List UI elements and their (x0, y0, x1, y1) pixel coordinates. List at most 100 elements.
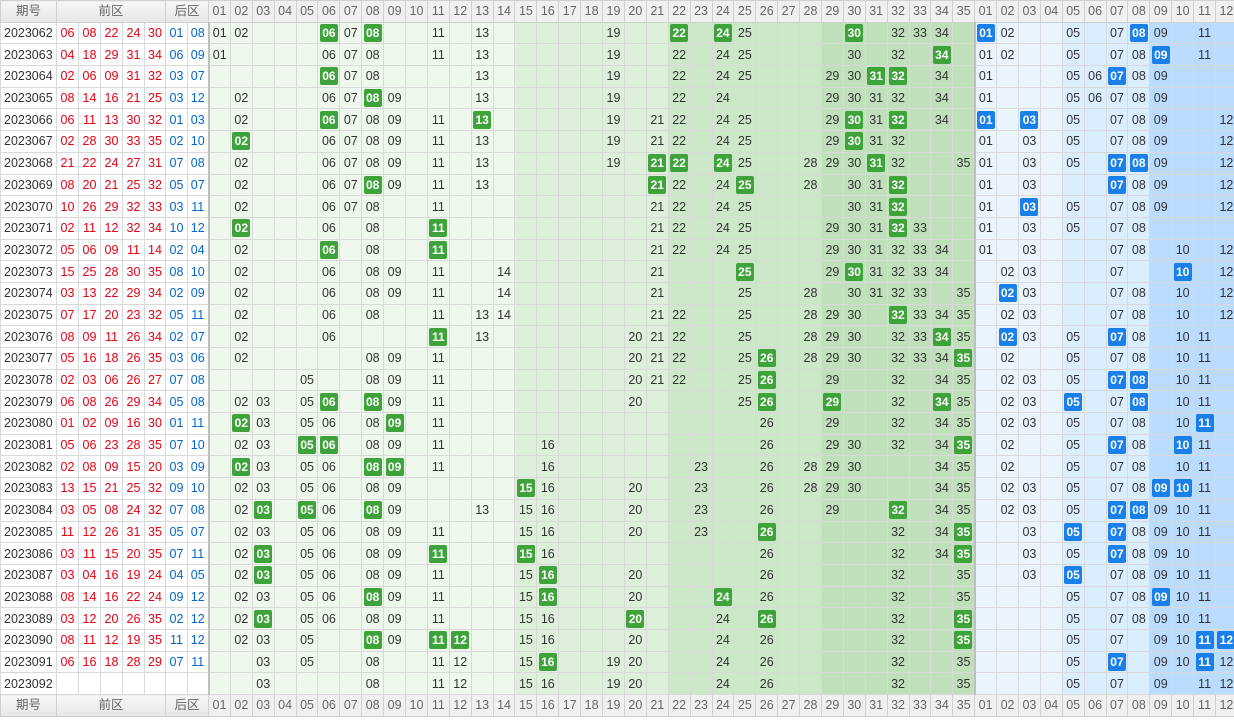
front-empty-cell (755, 281, 779, 305)
front-trend-cell: 29 (820, 65, 844, 88)
back-empty-cell (973, 477, 998, 500)
back-empty-cell (1214, 390, 1234, 414)
front-draw-number: 29 (122, 281, 145, 305)
back-hit-label: 05 (1064, 392, 1083, 411)
front-draw-number: 03 (78, 368, 101, 392)
back-draw-number: 07 (186, 173, 210, 197)
front-hit-label: 35 (954, 544, 973, 563)
front-draw-number: 20 (100, 607, 123, 630)
back-trend-cell: 12 (1214, 130, 1234, 153)
back-trend-cell: 11 (1193, 433, 1216, 457)
front-trend-cell: 11 (426, 607, 450, 630)
back-draw-number: 05 (186, 563, 210, 587)
front-draw-number: 28 (122, 433, 145, 457)
front-trend-cell: 01 (207, 43, 231, 67)
back-trend-cell: 11 (1193, 390, 1216, 414)
front-empty-cell (842, 520, 866, 544)
back-empty-cell (996, 607, 1019, 630)
front-draw-number: 29 (144, 650, 166, 674)
front-empty-cell (908, 390, 932, 414)
front-draw-number: 08 (78, 390, 101, 414)
front-empty-cell (864, 433, 888, 457)
front-draw-number: 02 (56, 65, 79, 88)
front-trend-cell: 06 (317, 563, 341, 587)
front-hit-label: 35 (954, 631, 973, 650)
front-empty-cell (645, 21, 669, 45)
front-trend-cell: 09 (383, 260, 407, 283)
front-empty-cell (689, 108, 713, 132)
front-empty-cell (755, 303, 779, 327)
back-empty-cell (1149, 347, 1173, 370)
front-empty-cell (580, 21, 604, 45)
front-empty-cell (799, 130, 822, 153)
front-col-08: 08 (361, 0, 385, 23)
front-empty-cell (645, 86, 669, 110)
front-draw-number: 27 (144, 368, 166, 392)
front-empty-cell (842, 563, 866, 587)
front-empty-cell (908, 151, 932, 175)
front-empty-cell (777, 108, 801, 132)
front-empty-cell (317, 650, 341, 674)
front-empty-cell (229, 672, 253, 695)
front-hit-ball: 11 (426, 542, 450, 565)
front-empty-cell (448, 303, 472, 327)
table-row: 2023072 05 06 09 11 14 02 04 02 06 08 11 21 22 24 25 29 3… (0, 238, 1234, 262)
back-trend-cell: 11 (1193, 585, 1216, 609)
footer-back-col-02: 02 (996, 694, 1019, 717)
table-row: 2023073 15 25 28 30 35 08 10 02 06 08 09 11 14 21 25 29 3… (0, 260, 1234, 283)
front-empty-cell (558, 585, 582, 609)
front-hit-ball: 30 (842, 260, 866, 283)
front-draw-number: 35 (144, 520, 166, 544)
front-empty-cell (602, 455, 625, 479)
back-empty-cell (1083, 455, 1107, 479)
back-empty-cell (1149, 433, 1173, 457)
front-empty-cell (777, 628, 801, 652)
back-trend-cell: 05 (1061, 325, 1085, 348)
front-empty-cell (689, 151, 713, 175)
front-trend-cell: 35 (952, 151, 976, 175)
back-draw-number: 11 (186, 412, 210, 435)
front-trend-cell: 33 (908, 347, 932, 370)
front-hit-ball: 21 (645, 151, 669, 175)
back-empty-cell (1039, 650, 1063, 674)
front-empty-cell (777, 43, 801, 67)
back-empty-cell (1193, 303, 1216, 327)
front-empty-cell (492, 390, 516, 414)
front-draw-number: 05 (56, 347, 79, 370)
front-draw-number: 30 (144, 412, 166, 435)
back-empty-cell (973, 563, 998, 587)
front-empty-cell (602, 281, 625, 305)
footer-front-col-31: 31 (864, 694, 888, 717)
front-trend-cell: 06 (317, 195, 341, 218)
front-trend-cell: 30 (842, 433, 866, 457)
front-trend-cell: 08 (361, 672, 385, 695)
front-trend-cell: 35 (952, 412, 976, 435)
front-empty-cell (799, 650, 822, 674)
front-empty-cell (645, 585, 669, 609)
back-col-06: 06 (1083, 0, 1107, 23)
back-trend-cell: 08 (1127, 216, 1151, 240)
front-empty-cell (689, 390, 713, 414)
front-hit-label: 05 (298, 436, 317, 455)
front-col-07: 07 (339, 0, 363, 23)
front-trend-cell: 09 (383, 585, 407, 609)
back-trend-cell: 05 (1061, 455, 1085, 479)
front-draw-number: 35 (144, 130, 166, 153)
back-trend-cell: 12 (1214, 281, 1234, 305)
front-empty-cell (580, 650, 604, 674)
front-hit-ball: 31 (864, 151, 888, 175)
front-empty-cell (470, 455, 494, 479)
front-trend-cell: 11 (426, 390, 450, 414)
front-empty-cell (295, 108, 319, 132)
front-draw-number: 08 (78, 455, 101, 479)
front-empty-cell (207, 86, 231, 110)
back-draw-number: 02 (165, 325, 188, 348)
footer-front-col-03: 03 (251, 694, 275, 717)
front-empty-cell (777, 498, 801, 522)
back-trend-cell: 03 (1017, 563, 1041, 587)
front-empty-cell (558, 238, 582, 262)
front-empty-cell (558, 498, 582, 522)
front-hit-ball: 22 (667, 151, 691, 175)
front-empty-cell (842, 585, 866, 609)
back-draw-number: 06 (186, 347, 210, 370)
